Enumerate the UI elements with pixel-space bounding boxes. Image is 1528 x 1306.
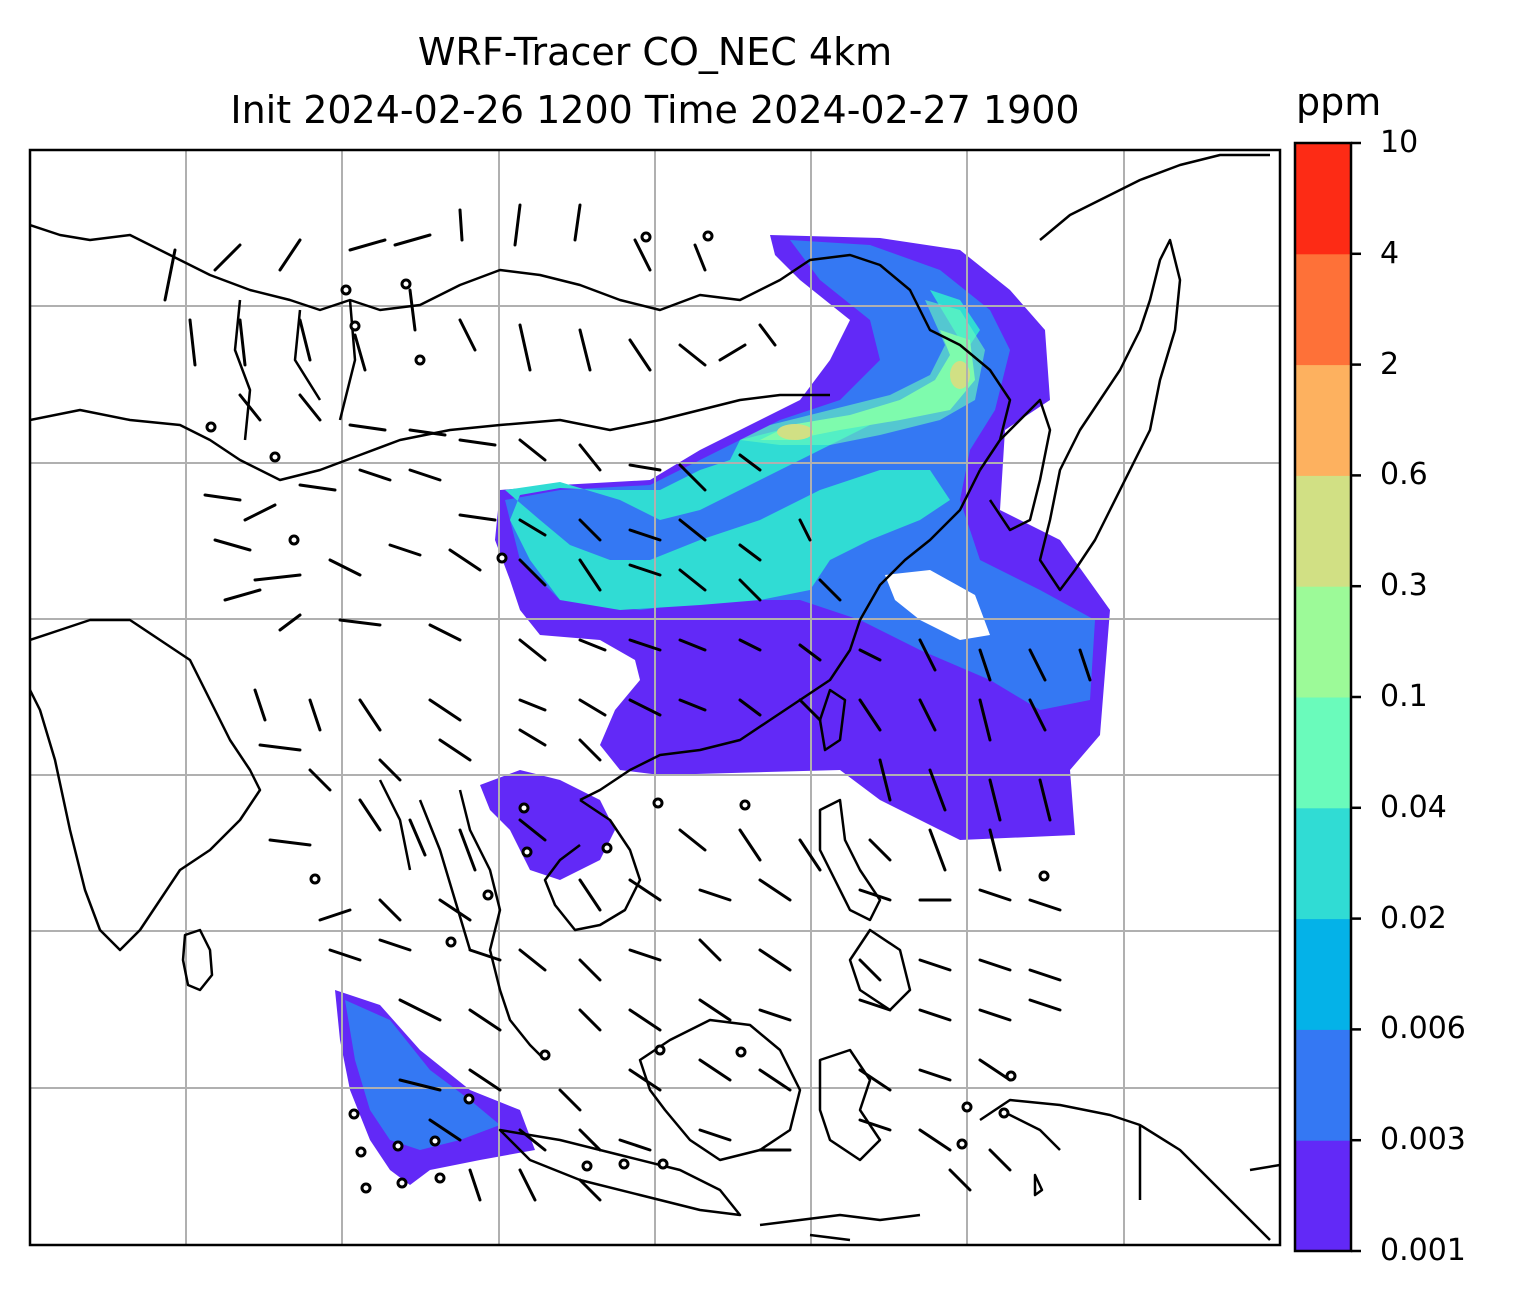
colorbar-segment — [1295, 253, 1351, 366]
colorbar-frame — [1293, 141, 1353, 1253]
colorbar-tick-label: 0.006 — [1380, 1011, 1466, 1047]
chart-title-line1: WRF-Tracer CO_NEC 4km — [417, 30, 893, 74]
colorbar — [1295, 141, 1361, 1253]
calm-wind-markers — [205, 230, 1050, 1194]
colorbar-tick-label: 0.02 — [1380, 900, 1447, 936]
colorbar-segment — [1295, 697, 1351, 809]
map-gridlines — [30, 150, 1280, 1245]
colorbar-tick-label: 2 — [1380, 346, 1400, 382]
colorbar-segment — [1295, 918, 1351, 1030]
colorbar-segment — [1295, 1029, 1351, 1141]
colorbar-tick-label: 0.3 — [1380, 568, 1428, 604]
map-frame — [28, 148, 1282, 1247]
plume-level-4 — [505, 290, 980, 610]
colorbar-segment — [1295, 1140, 1351, 1252]
wind-barbs — [163, 203, 1092, 1202]
plume-gap — [885, 570, 990, 640]
plume-core-2 — [950, 361, 970, 389]
plume-level-5 — [740, 300, 985, 445]
colorbar-segment — [1295, 807, 1351, 920]
colorbar-tick-label: 0.001 — [1380, 1233, 1466, 1268]
chart-title-line2: Init 2024-02-26 1200 Time 2024-02-27 190… — [230, 88, 1080, 132]
colorbar-tick-label: 0.6 — [1380, 457, 1428, 493]
colorbar-tick-label: 10 — [1380, 125, 1419, 160]
plume-level-2-south — [345, 1000, 500, 1150]
colorbar-tick-label: 0.003 — [1380, 1122, 1466, 1158]
colorbar-segment — [1295, 586, 1351, 698]
plume-core — [777, 424, 813, 440]
colorbar-unit-label: ppm — [1296, 80, 1382, 124]
colorbar-segment — [1295, 143, 1351, 255]
colorbar-segment — [1295, 475, 1351, 587]
colorbar-tick-label: 0.04 — [1380, 789, 1447, 825]
colorbar-segment — [1295, 364, 1351, 476]
colorbar-tick-label: 4 — [1380, 235, 1400, 271]
colorbar-tick-label: 0.1 — [1380, 679, 1428, 714]
plume-level-1-mid — [480, 770, 615, 880]
